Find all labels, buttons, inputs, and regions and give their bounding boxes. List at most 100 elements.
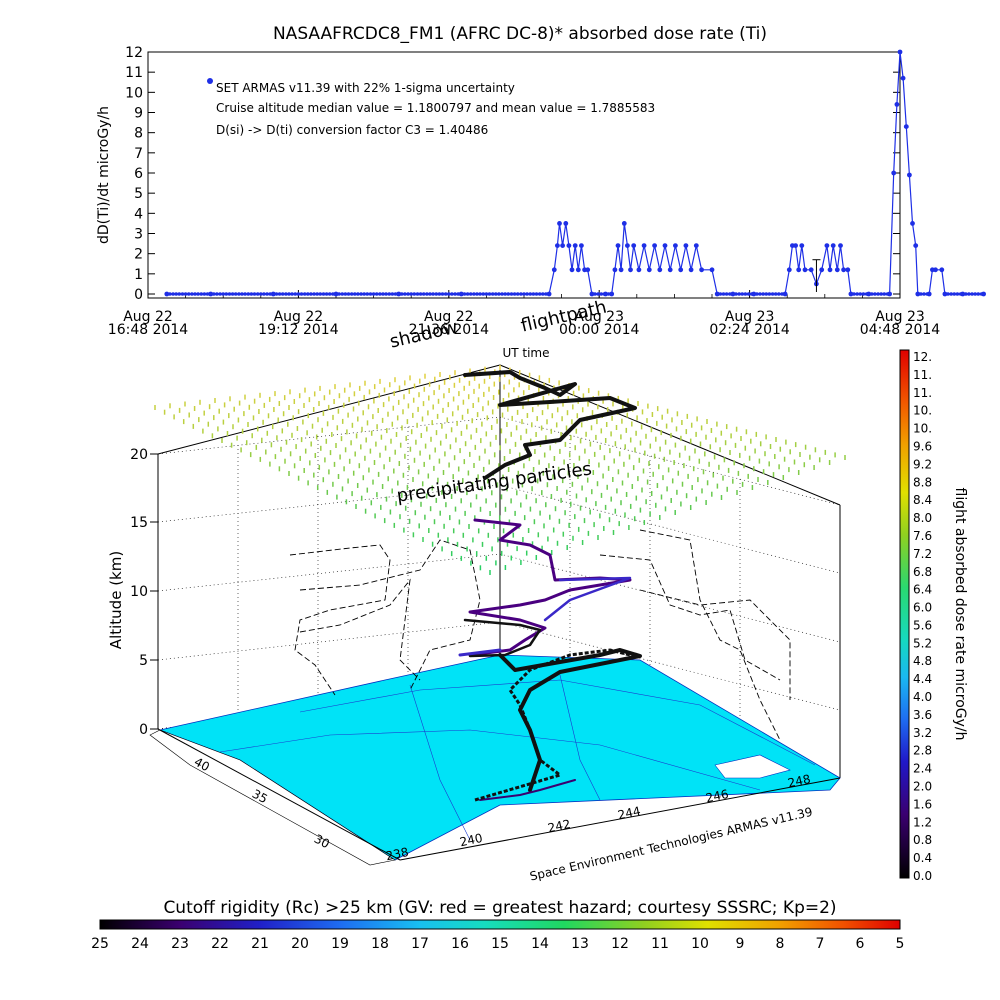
series-line: [166, 51, 984, 295]
latitude-tick-label: 40: [192, 755, 212, 775]
map-floor: [149, 654, 841, 866]
data-point: [621, 221, 627, 226]
wall-projection-left: [289, 539, 481, 696]
data-point: [299, 292, 304, 296]
rigidity-colorbar: Cutoff rigidity (Rc) >25 km (GV: red = g…: [91, 898, 904, 952]
data-point: [731, 292, 735, 296]
data-point: [808, 267, 814, 273]
data-point: [315, 292, 320, 296]
rigidity-colorbar-tick: 10: [691, 936, 709, 952]
dose-colorbar-label: flight absorbed dose rate microGy/h: [952, 488, 968, 741]
data-point: [827, 267, 833, 273]
data-point: [503, 292, 508, 296]
chart-title: NASAAFRCDC8_FM1 (AFRC DC-8)* absorbed do…: [273, 24, 767, 44]
data-point: [500, 292, 504, 296]
data-point: [490, 292, 495, 296]
legend-note-2: Cruise altitude median value = 1.1800797…: [216, 101, 655, 115]
data-point: [331, 292, 335, 296]
dose-rate-series: [164, 49, 986, 297]
data-point: [782, 291, 788, 297]
y-tick-label: 11: [125, 65, 143, 81]
rigidity-colorbar-tick: 17: [411, 936, 429, 952]
data-point: [593, 292, 597, 296]
data-point: [215, 292, 219, 296]
data-point: [555, 243, 560, 249]
rigidity-colorbar-ramp: [99, 919, 901, 930]
data-point: [734, 292, 738, 296]
data-point: [412, 292, 417, 296]
data-point: [764, 292, 769, 296]
y-tick-label: 4: [134, 206, 143, 222]
data-point: [585, 267, 591, 273]
dose-colorbar-tick: 9.2: [913, 457, 932, 471]
data-point: [819, 267, 825, 273]
longitude-tick-label: 242: [547, 817, 572, 835]
dose-colorbar-tick: 2.4: [913, 762, 932, 776]
data-point: [699, 267, 704, 273]
data-point: [625, 243, 630, 249]
data-point: [709, 267, 715, 273]
data-point: [657, 267, 663, 273]
data-point: [652, 243, 657, 249]
data-point: [964, 292, 968, 296]
data-point: [243, 292, 247, 296]
data-point: [271, 292, 276, 296]
data-point: [280, 292, 285, 296]
data-point: [743, 292, 748, 296]
data-point: [406, 292, 410, 296]
data-point: [450, 292, 454, 296]
data-point: [758, 292, 762, 296]
data-point: [387, 292, 392, 296]
data-point: [453, 292, 457, 296]
data-point: [487, 292, 492, 296]
data-point: [858, 292, 863, 296]
data-point: [960, 292, 965, 296]
data-point: [777, 292, 781, 296]
data-point: [337, 292, 341, 296]
data-point: [353, 292, 357, 296]
data-point: [946, 292, 950, 296]
data-point: [845, 267, 851, 273]
dose-colorbar-tick: 6.8: [913, 565, 932, 579]
data-point: [374, 292, 379, 296]
data-point: [852, 292, 856, 296]
data-point: [922, 292, 926, 296]
dose-colorbar-tick: 6.4: [913, 583, 932, 597]
dose-colorbar-tick: 7.6: [913, 529, 932, 543]
data-point: [897, 49, 903, 55]
data-point: [667, 267, 673, 273]
data-point: [952, 292, 957, 296]
y-tick-label: 6: [134, 166, 143, 182]
data-point: [293, 292, 298, 296]
data-point: [346, 292, 351, 296]
y-tick-label: 2: [134, 247, 143, 263]
wall-projection-right: [599, 529, 791, 741]
data-point: [509, 292, 514, 296]
data-point: [456, 292, 461, 296]
dose-colorbar-tick: 11.: [913, 368, 932, 382]
altitude-tick-label: 5: [139, 653, 148, 669]
data-point: [174, 292, 178, 296]
data-point: [873, 292, 877, 296]
data-point: [537, 292, 542, 296]
data-point: [262, 292, 266, 296]
data-point: [628, 267, 633, 273]
dose-colorbar-tick: 3.2: [913, 726, 932, 740]
data-point: [409, 292, 414, 296]
x-tick-label-time: 04:48 2014: [860, 322, 941, 338]
data-point: [437, 292, 442, 296]
legend-note-1: SET ARMAS v11.39 with 22% 1-sigma uncert…: [216, 81, 515, 95]
data-point: [618, 267, 624, 273]
altitude-tick-label: 0: [139, 722, 148, 738]
dose-colorbar-tick: 3.6: [913, 708, 932, 722]
data-point: [481, 292, 486, 296]
data-point: [218, 292, 222, 296]
data-point: [321, 292, 326, 296]
data-point: [596, 292, 600, 296]
rigidity-colorbar-tick: 11: [651, 936, 669, 952]
data-point: [390, 292, 395, 296]
data-point: [431, 292, 435, 296]
legend-note-3: D(si) -> D(ti) conversion factor C3 = 1.…: [216, 123, 488, 137]
